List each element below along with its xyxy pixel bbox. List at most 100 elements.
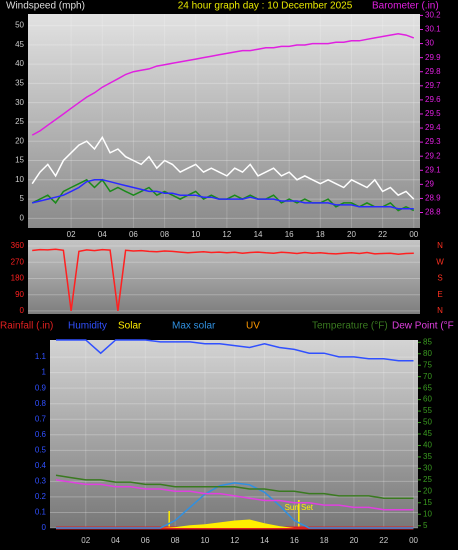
- y-tick-label: 0.7: [35, 414, 47, 423]
- x-tick-label: 18: [320, 536, 329, 545]
- legend-entry: UV: [246, 321, 260, 332]
- x-tick-label: 12: [222, 230, 231, 239]
- x-tick-label: 02: [67, 230, 76, 239]
- x-tick-label: 00: [409, 536, 418, 545]
- compass-label: N: [437, 306, 443, 315]
- y2-tick-label: 28.9: [425, 194, 441, 203]
- legend-entry: Solar: [118, 321, 142, 332]
- x-tick-label: 14: [254, 230, 263, 239]
- x-tick-label: 22: [379, 536, 388, 545]
- y-tick-label: 45: [15, 40, 24, 49]
- x-tick-label: 10: [191, 230, 200, 239]
- y2-tick-label: 28.8: [425, 208, 441, 217]
- x-tick-label: 20: [347, 230, 356, 239]
- y2-tick-label: 29: [425, 179, 434, 188]
- x-tick-label: 14: [260, 536, 269, 545]
- plot-area: [28, 240, 420, 314]
- legend-entry: Humidity: [68, 321, 107, 332]
- y2-tick-label: 85: [423, 337, 432, 346]
- x-tick-label: 06: [129, 230, 138, 239]
- y-tick-label: 0.3: [35, 476, 47, 485]
- x-tick-label: 12: [230, 536, 239, 545]
- x-tick-label: 08: [171, 536, 180, 545]
- y2-tick-label: 75: [423, 360, 432, 369]
- y-tick-label: 25: [15, 117, 24, 126]
- y2-tick-label: 20: [423, 486, 432, 495]
- y2-tick-label: 70: [423, 372, 432, 381]
- y2-tick-label: 65: [423, 383, 432, 392]
- x-tick-label: 02: [81, 536, 90, 545]
- y2-tick-label: 15: [423, 498, 432, 507]
- y-tick-label: 20: [15, 136, 24, 145]
- plot-area: [28, 14, 420, 228]
- y2-tick-label: 29.3: [425, 137, 441, 146]
- y2-tick-label: 29.5: [425, 109, 441, 118]
- line: [32, 248, 414, 311]
- x-tick-label: 20: [349, 536, 358, 545]
- line: [55, 479, 414, 511]
- y2-tick-label: 29.9: [425, 53, 441, 62]
- y-tick-label: 0.9: [35, 383, 47, 392]
- x-tick-label: 04: [98, 230, 107, 239]
- y-axis-label: Windspeed (mph): [6, 1, 85, 12]
- y2-tick-label: 60: [423, 395, 432, 404]
- y2-tick-label: 10: [423, 509, 432, 518]
- compass-label: N: [437, 241, 443, 250]
- legend-entry: Max solar: [172, 321, 216, 332]
- x-tick-label: 16: [290, 536, 299, 545]
- line: [31, 32, 415, 136]
- plot-area: [50, 340, 418, 528]
- compass-label: S: [437, 274, 442, 283]
- y-tick-label: 35: [15, 79, 24, 88]
- y2-tick-label: 29.2: [425, 151, 441, 160]
- x-tick-label: 04: [111, 536, 120, 545]
- legend-entry: Dew Point (°F: [392, 321, 454, 332]
- annotation: Sun Set: [285, 503, 314, 512]
- y2-tick-label: 25: [423, 475, 432, 484]
- y-tick-label: 5: [20, 194, 25, 203]
- x-tick-label: 08: [160, 230, 169, 239]
- y-tick-label: 1.1: [35, 352, 47, 361]
- y2-tick-label: 29.7: [425, 81, 441, 90]
- y-tick-label: 40: [15, 59, 24, 68]
- line: [32, 179, 414, 210]
- line: [56, 339, 414, 362]
- y2-tick-label: 29.6: [425, 95, 441, 104]
- legend-entry: Rainfall (.in): [0, 321, 53, 332]
- y2-tick-label: 30: [425, 39, 434, 48]
- y2-tick-label: 55: [423, 406, 432, 415]
- y-tick-label: 50: [15, 21, 24, 30]
- y-tick-label: 15: [15, 156, 24, 165]
- y-tick-label: 0.8: [35, 399, 47, 408]
- y-tick-label: 0: [20, 213, 25, 222]
- y-tick-label: 0.5: [35, 445, 47, 454]
- line: [56, 482, 414, 529]
- y-tick-label: 10: [15, 175, 24, 184]
- y2-tick-label: 30.2: [425, 11, 441, 20]
- y2-tick-label: 30.1: [425, 25, 441, 34]
- chart-title: 24 hour graph day : 10 December 2025: [178, 1, 353, 12]
- y2-tick-label: 5: [423, 521, 428, 530]
- y2-tick-label: 45: [423, 429, 432, 438]
- y-tick-label: 0.1: [35, 508, 47, 517]
- x-tick-label: 22: [378, 230, 387, 239]
- y-tick-label: 0: [20, 306, 25, 315]
- y2-tick-label: 50: [423, 418, 432, 427]
- y2-tick-label: 29.1: [425, 165, 441, 174]
- y-tick-label: 0: [42, 523, 47, 532]
- y-tick-label: 0.4: [35, 461, 47, 470]
- y-tick-label: 0.6: [35, 430, 47, 439]
- area: [56, 519, 414, 528]
- y-tick-label: 0.2: [35, 492, 47, 501]
- compass-label: E: [437, 290, 442, 299]
- x-tick-label: 18: [316, 230, 325, 239]
- x-tick-label: 10: [200, 536, 209, 545]
- line: [55, 474, 414, 499]
- x-tick-label: 16: [285, 230, 294, 239]
- y2-tick-label: 35: [423, 452, 432, 461]
- y2-tick-label: 29.4: [425, 123, 441, 132]
- x-tick-label: 06: [141, 536, 150, 545]
- compass-label: W: [436, 257, 444, 266]
- y2-axis-label: Barometer (.in): [372, 1, 439, 12]
